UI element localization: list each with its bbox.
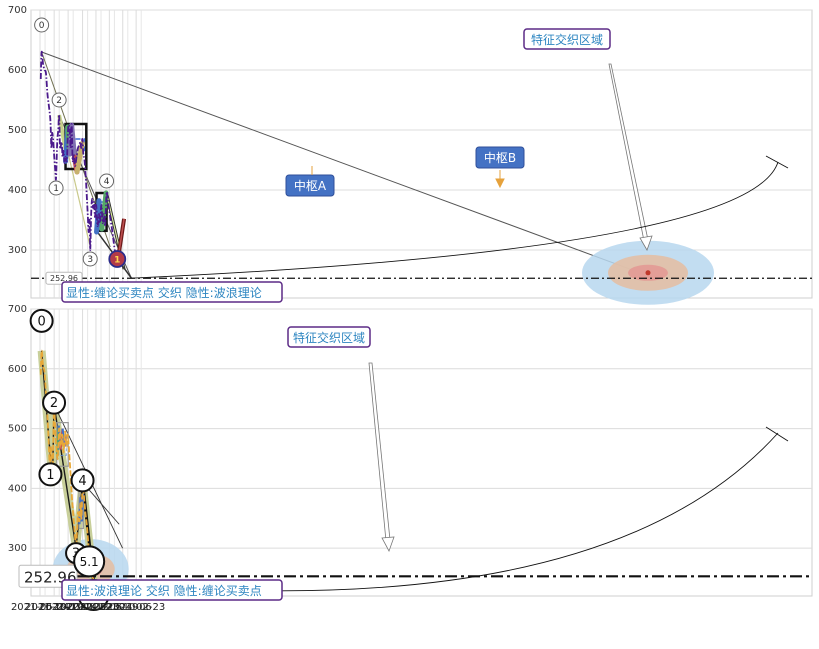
pivot-label: 4 (104, 177, 110, 187)
y-tick-label: 600 (8, 364, 27, 375)
y-tick-label: 300 (8, 543, 27, 554)
feature-zone-center (646, 270, 651, 275)
pivot-label: 2 (56, 96, 62, 106)
y-tick-label: 400 (8, 483, 27, 494)
panel-top: 300400500600700252.96012345.21中枢A中枢B特征交织… (8, 5, 812, 305)
pivot-label: 1 (53, 184, 59, 194)
pivot-label: 0 (37, 314, 45, 329)
pivot-label: 1 (46, 468, 54, 483)
corner-label: 显性:波浪理论 交织 隐性:缠论买卖点 (66, 583, 262, 598)
pivot-label: 0 (39, 21, 45, 31)
zhongshu-label: 中枢A (294, 178, 327, 193)
plot-area (31, 309, 812, 596)
feature-zone-label: 特征交织区域 (531, 32, 603, 47)
x-tick-label: 2024-02-23 (107, 602, 165, 613)
y-tick-label: 500 (8, 424, 27, 435)
pivot-label: 5.1 (80, 555, 99, 569)
pivot-label: 2 (50, 396, 58, 411)
panel-bottom: 300400500600700252.96012345.15.2特征交织区域显性… (8, 304, 812, 613)
y-tick-label: 700 (8, 304, 27, 315)
y-tick-label: 700 (8, 5, 27, 16)
feature-zone-label: 特征交织区域 (293, 330, 365, 345)
y-tick-label: 500 (8, 125, 27, 136)
pivot-label: 4 (78, 474, 86, 489)
y-tick-label: 600 (8, 65, 27, 76)
zhongshu-label: 中枢B (484, 150, 516, 165)
corner-label: 显性:缠论买卖点 交织 隐性:波浪理论 (66, 285, 262, 300)
y-tick-label: 400 (8, 185, 27, 196)
buy-signal-label: 1 (114, 256, 120, 266)
pivot-label: 3 (87, 255, 93, 265)
y-tick-label: 300 (8, 245, 27, 256)
